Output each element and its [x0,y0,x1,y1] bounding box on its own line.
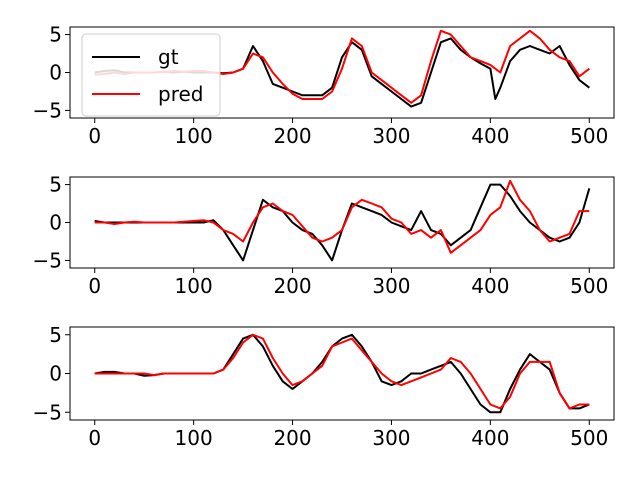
x-tick-label: 500 [570,274,608,298]
legend: gt pred [81,33,221,117]
y-tick-label: −5 [33,98,62,122]
x-tick-label: 300 [372,274,410,298]
y-tick-label: 0 [49,61,62,85]
x-tick-label: 200 [273,426,311,450]
y-tick-label: −5 [33,248,62,272]
series-line-pred [94,333,590,410]
y-tick-label: 5 [49,173,62,197]
series-line-pred [94,179,590,254]
y-tick-label: 5 [49,23,62,47]
legend-box [81,33,221,117]
subplot-2: 0 100 200 300 400 500 −5 0 5 [33,173,615,298]
x-tick-label: 100 [175,274,213,298]
x-tick-label: 400 [471,124,509,148]
x-tick-label: 300 [372,124,410,148]
y-tick-label: −5 [33,400,62,424]
y-tick-label: 5 [49,323,62,347]
x-tick-label: 100 [175,426,213,450]
x-tick-label: 400 [471,426,509,450]
legend-label-pred: pred [158,82,203,106]
x-tick-label: 200 [273,274,311,298]
subplot-3: 0 100 200 300 400 500 −5 0 5 [33,323,615,450]
x-tick-label: 500 [570,426,608,450]
legend-label-gt: gt [158,45,179,69]
x-tick-label: 0 [88,124,101,148]
x-tick-label: 300 [372,426,410,450]
subplot-1: 0 100 200 300 400 500 −5 0 5 gt pred [33,23,615,148]
y-tick-label: 0 [49,362,62,386]
x-tick-label: 500 [570,124,608,148]
x-tick-label: 100 [175,124,213,148]
y-tick-label: 0 [49,211,62,235]
x-tick-label: 400 [471,274,509,298]
x-tick-label: 0 [88,426,101,450]
x-tick-label: 200 [273,124,311,148]
x-tick-label: 0 [88,274,101,298]
